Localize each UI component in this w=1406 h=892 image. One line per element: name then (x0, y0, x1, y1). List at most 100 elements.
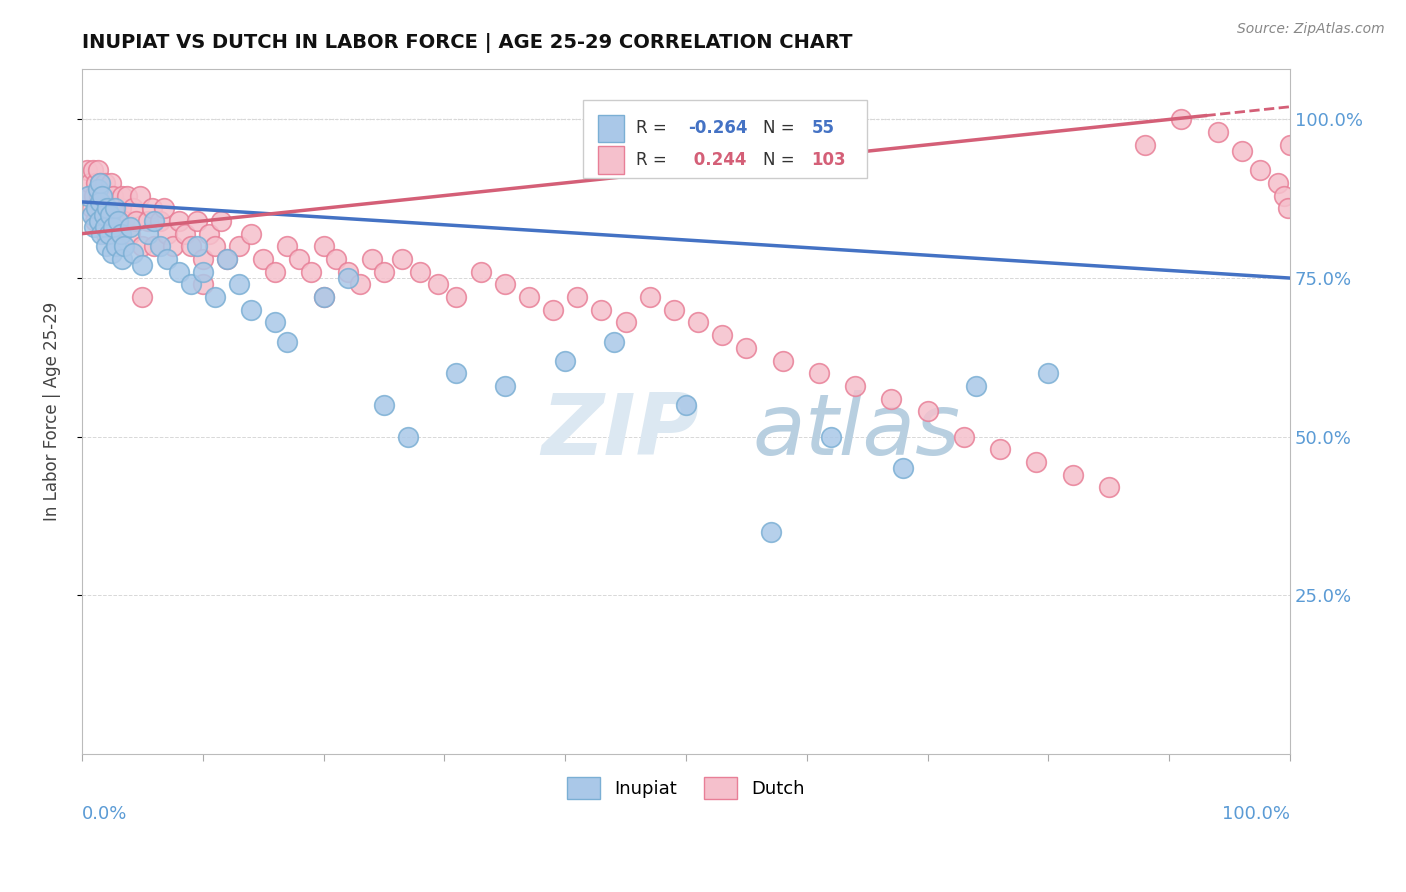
Point (541, 302, 564, 317)
Point (91, 188, 114, 202)
Point (76, 163, 98, 178)
Point (252, 252, 274, 266)
Point (115, 188, 138, 202)
Point (94, 220, 117, 235)
Point (87, 214, 110, 228)
Point (103, 201, 125, 215)
Point (138, 227, 160, 241)
Point (446, 366, 468, 380)
Text: 0.244: 0.244 (689, 151, 747, 169)
Text: 55: 55 (811, 120, 835, 137)
Point (735, 341, 758, 355)
Point (1025, 455, 1047, 469)
Point (173, 227, 195, 241)
Point (1038, 366, 1060, 380)
Point (917, 404, 939, 418)
Point (662, 302, 685, 317)
Point (149, 214, 172, 228)
Point (1062, 467, 1084, 482)
Point (79, 176, 101, 190)
Point (554, 353, 576, 368)
Point (103, 220, 125, 235)
FancyBboxPatch shape (583, 100, 868, 178)
Text: N =: N = (763, 151, 800, 169)
Text: 0.0%: 0.0% (82, 805, 128, 823)
Point (427, 277, 450, 292)
Point (101, 201, 124, 215)
Point (1133, 137, 1156, 152)
Point (93, 208, 115, 222)
Point (820, 430, 842, 444)
Y-axis label: In Labor Force | Age 25-29: In Labor Force | Age 25-29 (44, 301, 60, 521)
Point (77, 188, 100, 202)
Point (131, 239, 153, 253)
Point (103, 214, 125, 228)
Point (86, 201, 108, 215)
Point (567, 290, 589, 304)
Point (759, 524, 782, 539)
Point (96, 201, 118, 215)
Point (312, 290, 335, 304)
Text: Source: ZipAtlas.com: Source: ZipAtlas.com (1237, 22, 1385, 37)
Point (312, 290, 335, 304)
Point (215, 252, 238, 266)
Point (228, 277, 250, 292)
Point (638, 290, 661, 304)
Point (112, 239, 135, 253)
Point (104, 201, 127, 215)
Point (711, 328, 734, 343)
Point (91, 188, 114, 202)
Point (602, 334, 624, 349)
Point (120, 220, 142, 235)
Point (90, 201, 112, 215)
Point (988, 442, 1011, 457)
Point (97, 227, 120, 241)
Point (121, 201, 143, 215)
Point (470, 265, 492, 279)
Point (100, 176, 122, 190)
Point (93, 214, 115, 228)
Point (517, 290, 540, 304)
FancyBboxPatch shape (598, 114, 624, 142)
Point (276, 239, 298, 253)
Point (1230, 144, 1253, 158)
Point (301, 265, 323, 279)
Point (83, 188, 105, 202)
Point (94, 227, 117, 241)
Point (228, 239, 250, 253)
Point (276, 334, 298, 349)
Point (893, 461, 915, 475)
Point (110, 227, 132, 241)
Point (155, 252, 177, 266)
Point (86, 176, 108, 190)
Point (409, 265, 432, 279)
Text: INUPIAT VS DUTCH IN LABOR FORCE | AGE 25-29 CORRELATION CHART: INUPIAT VS DUTCH IN LABOR FORCE | AGE 25… (82, 33, 852, 53)
Point (149, 239, 172, 253)
Point (494, 379, 516, 393)
Point (191, 252, 214, 266)
Point (325, 252, 347, 266)
Point (686, 316, 709, 330)
Point (101, 245, 124, 260)
Point (89, 214, 111, 228)
Point (87, 188, 110, 202)
Point (84, 214, 107, 228)
Text: 103: 103 (811, 151, 846, 169)
Point (86, 201, 108, 215)
Point (953, 430, 976, 444)
Point (180, 239, 202, 253)
Point (209, 214, 232, 228)
Point (89, 194, 111, 209)
Point (112, 214, 135, 228)
Point (264, 265, 287, 279)
Point (138, 214, 160, 228)
Point (614, 316, 637, 330)
Point (264, 316, 287, 330)
Point (312, 239, 335, 253)
Point (97, 188, 120, 202)
Text: N =: N = (763, 120, 800, 137)
Point (143, 214, 166, 228)
Point (373, 398, 395, 412)
Point (167, 265, 190, 279)
Point (86, 182, 108, 196)
